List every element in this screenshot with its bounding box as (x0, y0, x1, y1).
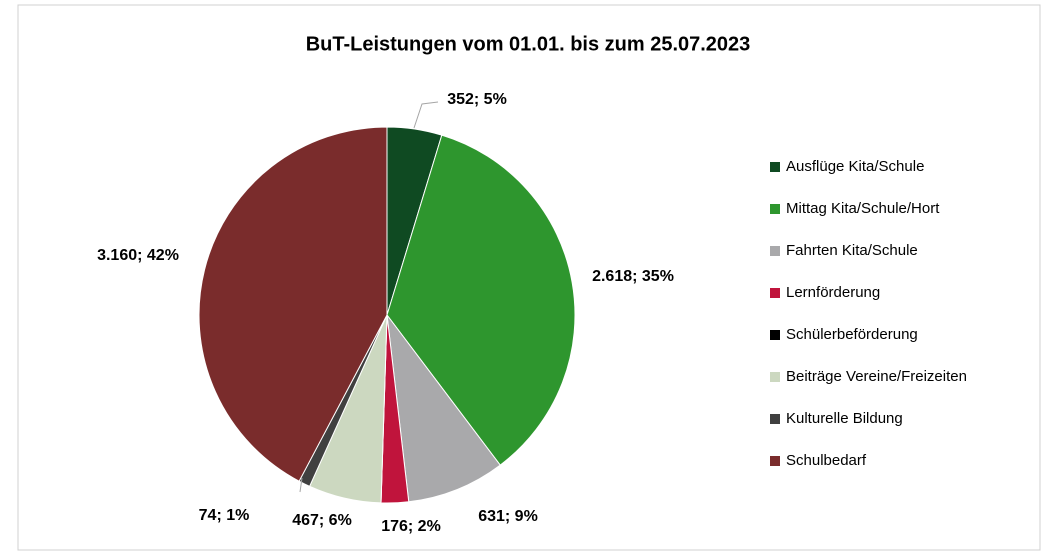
legend-swatch (770, 456, 780, 466)
pie-slice (386, 134, 576, 466)
legend-swatch (770, 246, 780, 256)
legend-swatch (770, 288, 780, 298)
leader-line (299, 477, 303, 493)
legend-swatch (770, 204, 780, 214)
legend-label: Beiträge Vereine/Freizeiten (786, 368, 967, 385)
value-label: 352; 5% (447, 91, 507, 108)
legend-label: Schulbedarf (786, 452, 867, 469)
value-label: 2.618; 35% (592, 268, 674, 285)
legend-label: Schülerbeförderung (786, 326, 918, 343)
legend-label: Kulturelle Bildung (786, 410, 903, 427)
leader-line (413, 101, 439, 129)
pie-slice (198, 126, 388, 482)
legend-swatch (770, 414, 780, 424)
legend-label: Lernförderung (786, 284, 880, 301)
value-label: 467; 6% (292, 512, 352, 529)
value-label: 631; 9% (478, 508, 538, 525)
legend-label: Ausflüge Kita/Schule (786, 158, 924, 175)
value-label: 176; 2% (381, 518, 441, 535)
legend-label: Fahrten Kita/Schule (786, 242, 918, 259)
legend-label: Mittag Kita/Schule/Hort (786, 200, 940, 217)
value-label: 74; 1% (199, 507, 250, 524)
legend-swatch (770, 372, 780, 382)
pie-slice (386, 313, 501, 503)
legend-swatch (770, 162, 780, 172)
chart-title: BuT-Leistungen vom 01.01. bis zum 25.07.… (306, 33, 751, 55)
value-label: 3.160; 42% (97, 247, 179, 264)
legend-swatch (770, 330, 780, 340)
